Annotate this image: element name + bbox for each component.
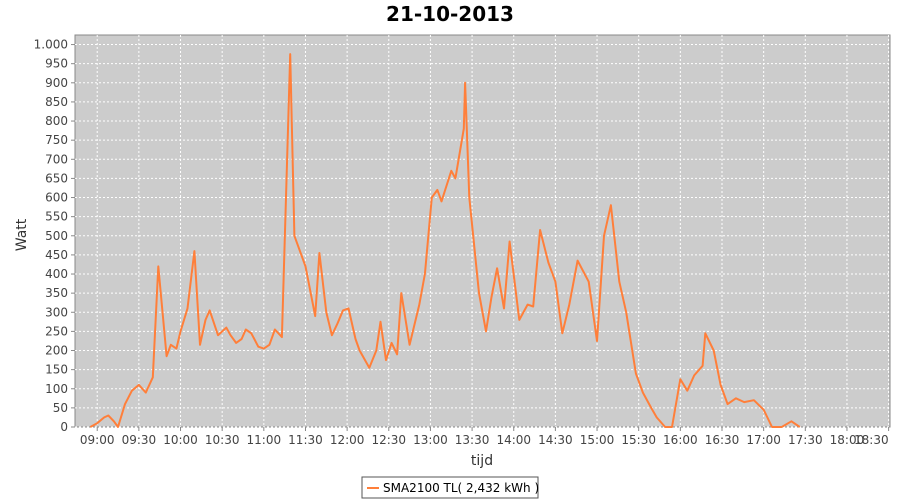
x-tick-label: 17:00: [746, 433, 781, 447]
y-tick-label: 100: [45, 382, 68, 396]
legend-box: [361, 476, 539, 499]
y-tick-label: 400: [45, 267, 68, 281]
x-tick-label: 14:30: [538, 433, 573, 447]
x-tick-label: 18:00: [830, 433, 865, 447]
x-tick-label: 18:30: [854, 433, 889, 447]
y-tick-label: 750: [45, 133, 68, 147]
y-tick-label: 900: [45, 76, 68, 90]
y-tick-label: 150: [45, 363, 68, 377]
x-axis-label: tijd: [471, 453, 493, 469]
line-series: [89, 53, 801, 428]
y-tick-label: 650: [45, 171, 68, 185]
y-tick-label: 950: [45, 57, 68, 71]
y-axis-label: Watt: [14, 218, 30, 251]
x-tick-label: 16:30: [705, 433, 740, 447]
x-tick-label: 13:00: [413, 433, 448, 447]
y-tick-label: 500: [45, 229, 68, 243]
y-tick-label: 550: [45, 210, 68, 224]
y-tick-label: 200: [45, 344, 68, 358]
legend-label: SMA2100 TL( 2,432 kWh ): [383, 481, 539, 495]
x-tick-label: 15:30: [621, 433, 656, 447]
x-tick-label: 12:00: [330, 433, 365, 447]
x-tick-label: 09:00: [80, 433, 115, 447]
x-tick-label: 11:00: [247, 433, 282, 447]
x-tick-label: 16:00: [663, 433, 698, 447]
y-tick-label: 350: [45, 286, 68, 300]
x-tick-label: 13:30: [455, 433, 490, 447]
chart-title: 21-10-2013: [386, 2, 514, 26]
y-tick-label: 50: [53, 401, 68, 415]
y-tick-label: 700: [45, 152, 68, 166]
x-tick-label: 10:00: [163, 433, 198, 447]
x-tick-label: 12:30: [371, 433, 406, 447]
x-tick-label: 11:30: [288, 433, 323, 447]
x-tick-label: 15:00: [580, 433, 615, 447]
x-tick-label: 10:30: [205, 433, 240, 447]
y-tick-label: 250: [45, 324, 68, 338]
y-tick-label: 450: [45, 248, 68, 262]
y-tick-label: 800: [45, 114, 68, 128]
y-tick-label: 1.000: [34, 38, 68, 52]
x-tick-label: 09:30: [122, 433, 157, 447]
y-tick-label: 0: [60, 420, 68, 434]
x-tick-label: 14:00: [496, 433, 531, 447]
y-tick-label: 300: [45, 305, 68, 319]
y-tick-label: 850: [45, 95, 68, 109]
y-tick-label: 600: [45, 191, 68, 205]
x-tick-label: 17:30: [788, 433, 823, 447]
plot-area: [74, 34, 891, 428]
